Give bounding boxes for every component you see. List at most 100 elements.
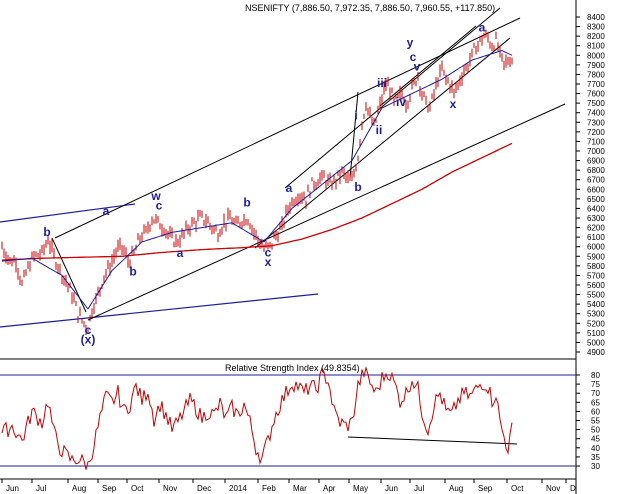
- wave-label: i: [354, 108, 357, 122]
- price-tick-label: 7300: [587, 118, 605, 127]
- wave-label: b: [129, 264, 136, 278]
- rsi-tick-label: 35: [591, 453, 600, 462]
- price-tick-label: 7200: [587, 128, 605, 137]
- time-tick-label: Nov: [163, 484, 177, 493]
- price-chart-title: NSENIFTY (7,886.50, 7,972.35, 7,886.50, …: [245, 3, 495, 13]
- time-tick-label: Oct: [511, 484, 524, 493]
- time-tick-label: Mar: [293, 484, 307, 493]
- price-tick-label: 5600: [587, 281, 605, 290]
- wave-label: w: [150, 189, 161, 203]
- price-tick-label: 6300: [587, 214, 605, 223]
- price-tick-label: 5700: [587, 271, 605, 280]
- rising-channel-lower: [254, 37, 511, 249]
- time-tick-label: Jun: [6, 484, 19, 493]
- time-tick-label: Sep: [478, 484, 493, 493]
- rsi-support-line: [347, 436, 518, 445]
- time-tick-label: Jul: [36, 484, 46, 493]
- price-tick-label: 7600: [587, 90, 605, 99]
- short-moving-average: [1, 49, 513, 310]
- price-tick-label: 7800: [587, 70, 605, 79]
- price-tick-label: 5200: [587, 319, 605, 328]
- wave-label: a: [177, 246, 184, 260]
- wave-label: ii: [376, 123, 383, 137]
- rsi-tick-label: 40: [591, 444, 600, 453]
- price-tick-label: 7400: [587, 109, 605, 118]
- wave-label: y: [407, 36, 414, 50]
- price-tick-label: 6500: [587, 195, 605, 204]
- trendlines: [0, 7, 566, 445]
- time-tick-label: Apr: [323, 484, 336, 493]
- channel-top-line: [54, 17, 521, 239]
- time-tick-label: D: [570, 484, 576, 493]
- wave-label: x: [265, 255, 272, 269]
- price-tick-label: 8300: [587, 23, 605, 32]
- time-tick-label: Feb: [262, 484, 276, 493]
- time-axis-ticks: Jun Jul Aug Sep Oct Nov Dec 2014 Feb Mar Apr May Jun…: [1, 479, 576, 493]
- rsi-line: [1, 366, 513, 470]
- wave-label: iii: [377, 76, 387, 90]
- price-tick-label: 5400: [587, 300, 605, 309]
- wave-label: c: [410, 50, 417, 64]
- rsi-tick-label: 55: [591, 417, 600, 426]
- wave-label: c: [85, 323, 92, 337]
- price-tick-label: 6000: [587, 243, 605, 252]
- rsi-tick-label: 50: [591, 426, 600, 435]
- rsi-tick-label: 65: [591, 398, 600, 407]
- time-tick-label: May: [353, 484, 368, 493]
- time-tick-label: Aug: [72, 484, 86, 493]
- wave-label: b: [243, 196, 250, 210]
- wave-label: a: [479, 20, 486, 34]
- trendline-upper-left: [0, 203, 136, 223]
- time-tick-label: Dec: [197, 484, 211, 493]
- rising-channel-upper: [284, 7, 501, 189]
- rsi-tick-label: 30: [591, 462, 600, 471]
- price-tick-label: 6900: [587, 157, 605, 166]
- price-tick-label: 5100: [587, 329, 605, 338]
- time-tick-label: Sep: [102, 484, 117, 493]
- rsi-tick-label: 80: [591, 371, 600, 380]
- wave-label: iv: [396, 95, 406, 109]
- price-tick-label: 5800: [587, 262, 605, 271]
- wave-label: c: [156, 198, 163, 212]
- rsi-tick-label: 70: [591, 389, 600, 398]
- wedge-line: [379, 25, 477, 107]
- price-tick-label: 6100: [587, 233, 605, 242]
- wave-label: b: [43, 225, 50, 239]
- price-tick-label: 7900: [587, 61, 605, 70]
- rsi-tick-label: 60: [591, 407, 600, 416]
- time-tick-label: Aug: [449, 484, 463, 493]
- price-tick-label: 8200: [587, 32, 605, 41]
- price-tick-label: 7000: [587, 147, 605, 156]
- price-tick-label: 4900: [587, 348, 605, 357]
- rsi-tick-label: 75: [591, 380, 600, 389]
- long-moving-average: [1, 142, 513, 261]
- price-axis-ticks: 8400830082008100800079007800770076007500…: [576, 13, 605, 357]
- price-tick-label: 6700: [587, 176, 605, 185]
- plot-background: [0, 0, 576, 494]
- price-tick-label: 5300: [587, 310, 605, 319]
- rsi-tick-label: 45: [591, 435, 600, 444]
- price-tick-label: 5900: [587, 252, 605, 261]
- time-tick-label: Jul: [414, 484, 424, 493]
- price-tick-label: 7700: [587, 80, 605, 89]
- wave-label: (x): [81, 332, 96, 346]
- price-tick-label: 8000: [587, 51, 605, 60]
- price-tick-label: 5500: [587, 291, 605, 300]
- wave-label: x: [450, 97, 457, 111]
- time-tick-label: Nov: [546, 484, 560, 493]
- price-tick-label: 6400: [587, 204, 605, 213]
- wave-label: v: [414, 60, 421, 74]
- rsi-title: Relative Strength Index (49.8354): [225, 363, 360, 373]
- price-tick-label: 8400: [587, 13, 605, 22]
- impulse-line: [349, 91, 359, 179]
- series-lines: [1, 49, 513, 470]
- channel-bottom-line: [87, 103, 566, 321]
- price-tick-label: 8100: [587, 42, 605, 51]
- time-tick-label: Oct: [131, 484, 144, 493]
- price-tick-label: 6600: [587, 185, 605, 194]
- price-tick-label: 6800: [587, 166, 605, 175]
- wave-label: b: [354, 180, 361, 194]
